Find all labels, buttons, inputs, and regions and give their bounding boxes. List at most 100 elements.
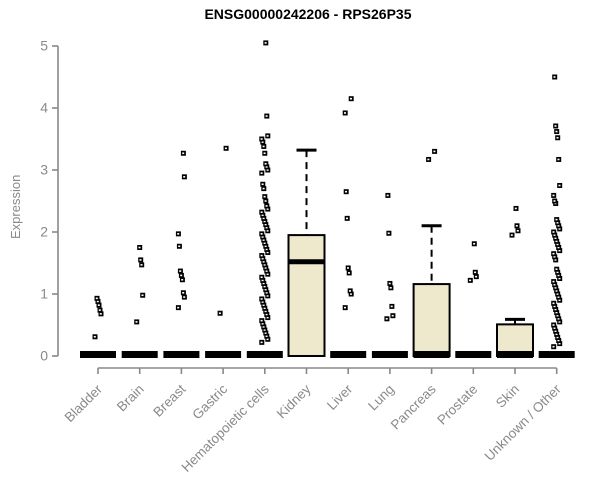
outlier-point-center <box>555 311 558 314</box>
box-part <box>163 351 200 358</box>
x-tick-label: Bladder <box>62 381 106 425</box>
boxplot-breast <box>163 150 200 358</box>
outlier-point-center <box>266 273 269 275</box>
outlier-point-center <box>558 321 561 323</box>
outlier-point-center <box>261 257 264 260</box>
boxplot-skin <box>496 205 534 358</box>
outlier-point-center <box>98 309 101 311</box>
outlier-point-center <box>266 295 269 297</box>
outlier-point-center <box>260 211 263 213</box>
outlier-point-center <box>264 310 267 313</box>
outlier-point-center <box>263 195 266 198</box>
outlier-point-center <box>386 194 389 197</box>
outlier-point-center <box>555 218 558 221</box>
outlier-point-center <box>263 264 266 266</box>
box-part <box>371 351 408 358</box>
outlier-point-center <box>265 205 268 207</box>
box-part <box>538 351 575 358</box>
x-tick-label: Lung <box>365 382 397 414</box>
outlier-point-center <box>556 221 559 224</box>
outlier-point-center <box>552 302 555 305</box>
outlier-point-center <box>260 138 263 140</box>
outlier-point-center <box>265 313 268 316</box>
outlier-point-center <box>349 290 351 292</box>
outlier-point-center <box>555 130 558 133</box>
outlier-point-center <box>474 271 477 274</box>
outlier-point-center <box>260 276 263 279</box>
outlier-point-center <box>346 217 348 220</box>
outlier-point-center <box>183 176 186 178</box>
outlier-point-center <box>557 225 560 227</box>
outlier-point-center <box>515 225 518 227</box>
outlier-point-center <box>557 339 560 342</box>
outlier-point-center <box>555 268 558 270</box>
outlier-point-center <box>93 335 96 338</box>
outlier-point-center <box>554 308 557 311</box>
outlier-point-center <box>350 97 352 100</box>
outlier-point-center <box>510 234 513 236</box>
outlier-point-center <box>554 237 557 239</box>
outlier-point-center <box>260 298 263 300</box>
outlier-point-center <box>138 246 141 249</box>
y-tick-label: 2 <box>40 224 48 240</box>
outlier-point-center <box>224 147 227 150</box>
outlier-point-center <box>139 259 142 261</box>
x-tick-label: Skin <box>493 382 522 411</box>
outlier-point-center <box>262 187 265 190</box>
outlier-point-center <box>182 291 185 294</box>
outlier-point-center <box>347 267 349 269</box>
outlier-point-center <box>553 305 556 308</box>
y-tick-label: 1 <box>40 286 48 302</box>
outlier-point-center <box>180 274 183 277</box>
outlier-point-center <box>260 319 263 322</box>
outlier-point-center <box>260 172 263 174</box>
outlier-point-center <box>265 166 268 168</box>
outlier-point-center <box>266 135 269 137</box>
outlier-point-center <box>557 318 560 320</box>
outlier-point-center <box>556 271 559 274</box>
y-tick-label: 4 <box>40 100 48 116</box>
outlier-point-center <box>262 326 265 328</box>
boxplot-liver <box>330 96 367 358</box>
outlier-point-center <box>552 324 555 326</box>
outlier-point-center <box>554 287 557 289</box>
outlier-point-center <box>345 190 347 193</box>
outlier-point-center <box>558 299 561 301</box>
outlier-point-center <box>261 236 264 238</box>
x-tick-label: Gastric <box>189 381 230 422</box>
boxplot-kidney <box>287 148 326 358</box>
outlier-point-center <box>427 158 430 161</box>
outlier-point-center <box>558 342 561 345</box>
outlier-point-center <box>390 305 393 308</box>
x-tick-label: Brain <box>114 382 147 415</box>
boxplot-unknown-other <box>538 74 575 358</box>
outlier-point-center <box>178 245 181 248</box>
outlier-point-center <box>95 297 98 300</box>
box-part <box>246 351 283 358</box>
outlier-point-center <box>182 152 185 155</box>
outlier-point-center <box>266 251 269 254</box>
x-tick-label: Kidney <box>274 381 314 421</box>
outlier-point-center <box>557 246 560 249</box>
outlier-point-center <box>553 283 556 286</box>
outlier-point-center <box>265 291 268 294</box>
outlier-point-center <box>475 275 478 278</box>
outlier-point-center <box>385 318 388 320</box>
outlier-point-center <box>263 307 266 310</box>
outlier-point-center <box>557 158 560 161</box>
outlier-point-center <box>552 345 555 348</box>
boxplot-pancreas <box>412 148 451 358</box>
boxplot-lung <box>371 192 408 358</box>
outlier-point-center <box>553 200 556 202</box>
box-part <box>121 351 158 358</box>
boxplot-prostate <box>455 241 492 358</box>
outlier-point-center <box>552 194 555 197</box>
outlier-point-center <box>264 163 267 165</box>
chart-title: ENSG00000242206 - RPS26P35 <box>204 6 412 22</box>
outlier-point-center <box>264 267 267 269</box>
outlier-point-center <box>260 341 263 344</box>
outlier-point-center <box>263 152 266 155</box>
outlier-point-center <box>556 293 559 295</box>
outlier-point-center <box>264 223 267 226</box>
outlier-point-center <box>135 321 138 323</box>
